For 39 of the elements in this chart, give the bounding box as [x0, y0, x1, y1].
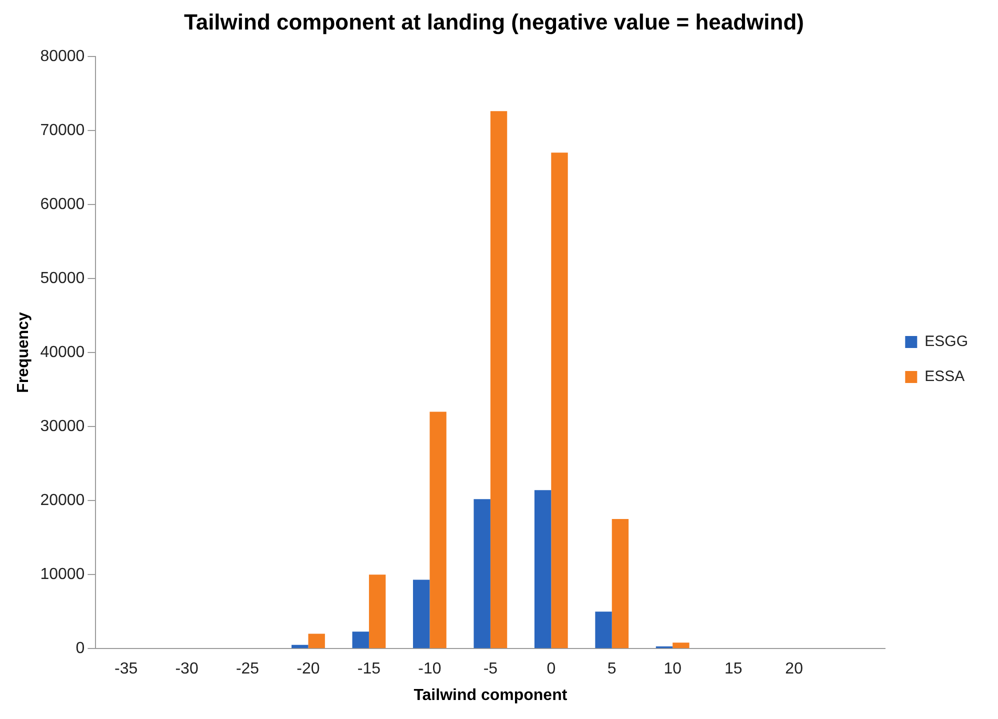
x-tick-label: -30: [175, 660, 198, 678]
x-tick-label: -5: [483, 660, 498, 678]
bar: [612, 519, 629, 648]
legend-label: ESSA: [924, 368, 965, 386]
y-tick-label: 20000: [40, 492, 85, 509]
y-tick-label: 0: [76, 640, 85, 658]
x-tick-label: -10: [418, 660, 442, 678]
y-tick-label: 10000: [40, 566, 85, 583]
y-tick-label: 40000: [40, 344, 85, 361]
x-tick-label: 0: [546, 660, 556, 678]
x-tick-label: -20: [296, 660, 320, 678]
bar: [292, 644, 308, 648]
bar: [368, 574, 386, 648]
bar: [490, 111, 508, 648]
bar: [551, 152, 568, 648]
bar: [308, 634, 325, 648]
bar: [672, 642, 690, 648]
bar: [430, 412, 446, 648]
chart-title: Tailwind component at landing (negative value = headwind): [184, 9, 804, 34]
bar: [474, 499, 490, 648]
x-tick-label: -25: [236, 660, 260, 678]
y-tick-label: 80000: [40, 48, 85, 65]
y-tick-label: 30000: [40, 418, 85, 435]
x-tick-label: -35: [114, 660, 138, 678]
x-tick-label: 5: [607, 660, 616, 678]
y-tick-label: 70000: [40, 122, 85, 139]
y-tick-label: 50000: [40, 270, 85, 287]
bar: [412, 580, 430, 648]
x-tick-label: 10: [664, 660, 682, 678]
bar: [595, 612, 612, 648]
x-tick-label: -15: [357, 660, 381, 678]
x-tick-label: 15: [724, 660, 742, 678]
y-tick-label: 60000: [40, 196, 85, 213]
legend-label: ESGG: [924, 333, 968, 350]
y-axis-title: Frequency: [15, 312, 32, 393]
bar: [352, 632, 369, 648]
x-tick-label: 20: [785, 660, 804, 678]
bar: [534, 490, 552, 648]
x-axis-title: Tailwind component: [414, 686, 568, 704]
